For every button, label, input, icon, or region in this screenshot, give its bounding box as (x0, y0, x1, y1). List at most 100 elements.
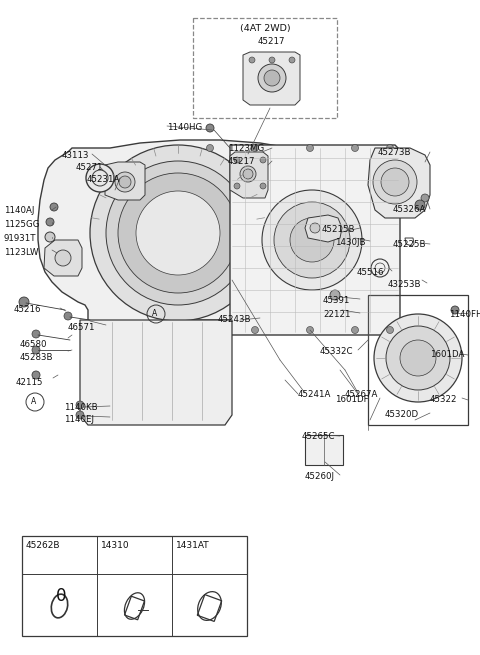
Circle shape (76, 401, 84, 409)
Text: (4AT 2WD): (4AT 2WD) (240, 24, 290, 33)
Circle shape (274, 202, 350, 278)
Polygon shape (44, 240, 82, 276)
Circle shape (381, 168, 409, 196)
Text: 45260J: 45260J (305, 472, 335, 481)
Circle shape (269, 57, 275, 63)
Text: 1431AT: 1431AT (176, 541, 210, 550)
Circle shape (400, 340, 436, 376)
Polygon shape (80, 320, 232, 425)
Circle shape (45, 232, 55, 242)
Circle shape (451, 306, 459, 314)
Text: 45271: 45271 (76, 163, 104, 172)
Bar (305, 435, 343, 465)
Circle shape (415, 200, 425, 210)
Polygon shape (305, 215, 342, 242)
Text: 1123MG: 1123MG (228, 144, 264, 153)
Circle shape (260, 183, 266, 189)
Circle shape (264, 70, 280, 86)
Circle shape (55, 250, 71, 266)
Circle shape (32, 371, 40, 379)
Circle shape (243, 169, 253, 179)
Circle shape (46, 218, 54, 226)
Text: 45265C: 45265C (302, 432, 336, 441)
Text: 1601DF: 1601DF (335, 395, 369, 404)
Text: 45273B: 45273B (378, 148, 411, 157)
Circle shape (76, 411, 84, 419)
Polygon shape (38, 140, 290, 348)
Text: 1123LW: 1123LW (4, 248, 38, 257)
Polygon shape (105, 162, 145, 200)
Text: 45267A: 45267A (345, 390, 378, 399)
Circle shape (240, 166, 256, 182)
Text: 45241A: 45241A (298, 390, 331, 399)
Circle shape (260, 157, 266, 163)
Circle shape (386, 326, 450, 390)
Circle shape (351, 145, 359, 151)
Circle shape (106, 161, 250, 305)
Text: 45225B: 45225B (393, 240, 427, 249)
Circle shape (32, 330, 40, 338)
Bar (193, 18, 337, 118)
Text: 1140KB: 1140KB (64, 403, 97, 412)
Circle shape (252, 145, 259, 151)
Text: 45322: 45322 (430, 395, 457, 404)
Circle shape (64, 312, 72, 320)
Text: 45283B: 45283B (20, 353, 53, 362)
Circle shape (386, 326, 394, 333)
Text: A: A (31, 397, 36, 406)
Circle shape (86, 164, 114, 192)
Circle shape (19, 297, 29, 307)
Circle shape (262, 190, 362, 290)
Circle shape (351, 326, 359, 333)
Circle shape (252, 326, 259, 333)
Circle shape (119, 176, 131, 188)
Text: 46571: 46571 (68, 323, 96, 332)
Text: 45516: 45516 (357, 268, 384, 277)
Text: 1140EJ: 1140EJ (64, 415, 94, 424)
Text: 1140AJ: 1140AJ (4, 206, 35, 215)
Text: 43253B: 43253B (388, 280, 421, 289)
Text: 45217: 45217 (228, 157, 255, 166)
Circle shape (249, 57, 255, 63)
Circle shape (374, 314, 462, 402)
Text: 45216: 45216 (14, 305, 41, 314)
Text: 45217: 45217 (258, 37, 286, 46)
Text: 14310: 14310 (101, 541, 130, 550)
Circle shape (115, 172, 135, 192)
Circle shape (307, 145, 313, 151)
Circle shape (421, 194, 429, 202)
Circle shape (386, 145, 394, 151)
Text: 45215B: 45215B (322, 225, 356, 234)
Text: 1140FH: 1140FH (449, 310, 480, 319)
Circle shape (330, 290, 340, 300)
Circle shape (90, 145, 266, 321)
Text: 22121: 22121 (323, 310, 350, 319)
Circle shape (307, 326, 313, 333)
Circle shape (373, 160, 417, 204)
Text: 91931T: 91931T (4, 234, 36, 243)
Text: 45326A: 45326A (393, 205, 426, 214)
Polygon shape (243, 52, 300, 105)
Text: 45231A: 45231A (87, 175, 120, 184)
Circle shape (118, 173, 238, 293)
Polygon shape (230, 145, 400, 335)
Circle shape (290, 218, 334, 262)
Text: 0: 0 (56, 587, 66, 605)
Circle shape (258, 64, 286, 92)
Circle shape (234, 157, 240, 163)
Circle shape (32, 346, 40, 354)
Polygon shape (368, 148, 430, 218)
Text: 42115: 42115 (16, 378, 44, 387)
Circle shape (234, 183, 240, 189)
Text: 45262B: 45262B (26, 541, 60, 550)
Text: 1430JB: 1430JB (335, 238, 365, 247)
Bar (368, 295, 468, 425)
Circle shape (206, 145, 214, 151)
Text: 46580: 46580 (20, 340, 48, 349)
Circle shape (310, 223, 320, 233)
Text: 45391: 45391 (323, 296, 350, 305)
Polygon shape (230, 152, 268, 198)
Text: 45332C: 45332C (320, 347, 353, 356)
Circle shape (50, 203, 58, 211)
Text: 45243B: 45243B (218, 315, 252, 324)
